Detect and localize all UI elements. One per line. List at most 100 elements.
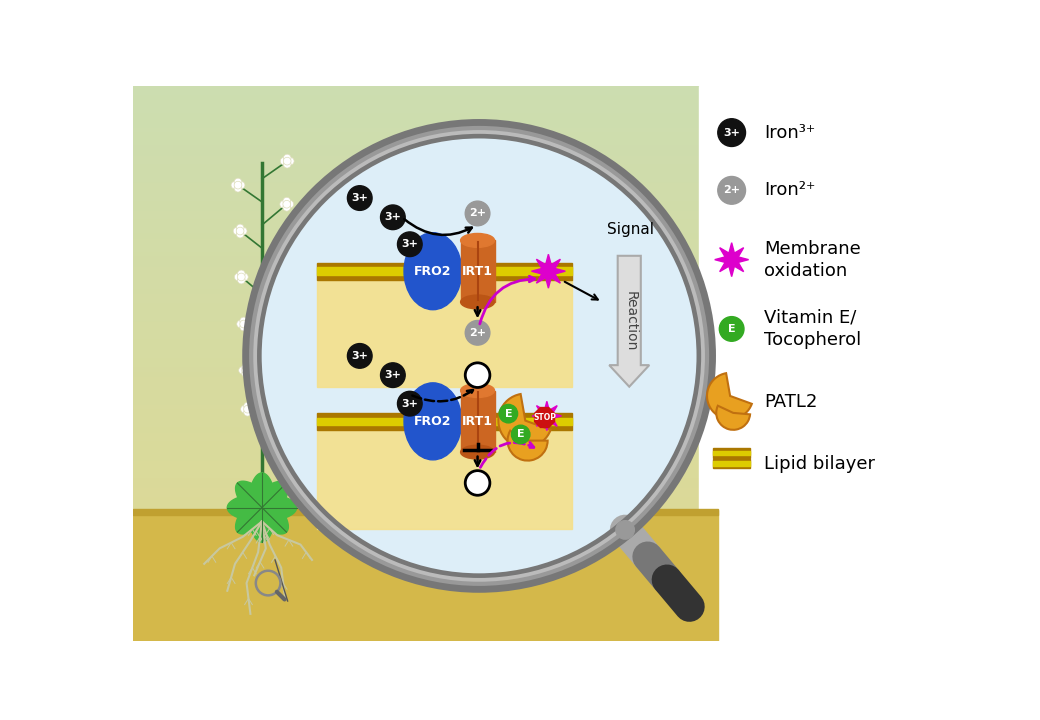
Bar [132,599,718,604]
Text: Iron²⁺: Iron²⁺ [764,181,815,199]
Bar [132,193,718,197]
Bar [132,312,718,318]
Bar [132,567,718,572]
Bar [132,604,718,608]
Text: 3+: 3+ [385,370,401,380]
Bar [132,595,718,599]
Bar [132,364,718,368]
Circle shape [283,200,290,208]
Circle shape [397,232,422,256]
Bar [132,530,718,534]
Circle shape [240,405,249,413]
Text: 3+: 3+ [352,351,368,361]
Bar [132,613,718,618]
Circle shape [277,339,284,347]
Circle shape [284,247,292,254]
Circle shape [271,386,280,394]
Text: FRO2: FRO2 [414,415,451,428]
Bar [713,462,750,466]
Bar [132,359,718,364]
Bar [132,419,718,423]
Circle shape [720,317,744,341]
Bar [132,299,718,304]
Bar [713,451,750,455]
Bar [132,446,718,451]
Circle shape [241,369,250,377]
Bar [132,511,718,516]
Circle shape [465,363,490,387]
Text: 3+: 3+ [352,193,368,203]
Bar [132,234,718,239]
Polygon shape [262,473,276,542]
Bar [461,240,494,302]
Text: 2+: 2+ [469,328,486,338]
Bar [132,373,718,377]
Circle shape [234,184,242,192]
Polygon shape [714,243,749,276]
Bar [132,114,718,119]
Bar [132,86,718,91]
Circle shape [283,161,291,168]
Bar [132,562,718,567]
Bar [132,581,718,585]
Text: Iron³⁺: Iron³⁺ [764,124,815,142]
Bar [132,456,718,461]
Polygon shape [531,254,566,288]
Polygon shape [228,508,296,521]
Circle shape [239,228,248,235]
Text: FRO2: FRO2 [414,265,451,278]
Circle shape [237,270,245,278]
Bar [132,174,718,179]
Text: E: E [504,409,512,418]
Bar [132,423,718,428]
Wedge shape [707,373,752,419]
Circle shape [718,176,746,204]
Bar [132,368,718,373]
Bar [132,266,718,271]
Text: Signal: Signal [607,222,654,237]
Bar [132,100,718,105]
Bar [132,572,718,576]
Circle shape [616,521,634,539]
Bar [132,132,718,138]
Bar [132,521,718,526]
Bar [132,239,718,243]
Bar [132,128,718,132]
Circle shape [274,339,281,347]
Text: E: E [517,429,524,439]
Bar [132,336,718,341]
Bar [132,622,718,627]
Bar [132,400,718,405]
Bar [132,557,718,562]
Ellipse shape [404,383,462,460]
Circle shape [237,181,245,189]
Text: 3+: 3+ [401,399,418,409]
Text: 3+: 3+ [723,127,740,138]
Text: Vitamin E/
Tocopherol: Vitamin E/ Tocopherol [764,309,861,349]
Circle shape [277,336,284,343]
Polygon shape [532,401,562,431]
Bar [132,169,718,174]
Bar [132,507,718,511]
Bar [132,109,718,114]
Text: Lipid bilayer: Lipid bilayer [764,455,875,473]
Circle shape [234,178,242,186]
Bar [132,308,718,312]
Bar [132,345,718,350]
Wedge shape [717,406,750,430]
Circle shape [281,250,289,258]
Bar [132,549,718,553]
Circle shape [280,157,288,165]
Text: 3+: 3+ [385,212,401,222]
Bar [132,534,718,539]
Bar [132,276,718,280]
Bar [132,503,718,507]
Bar [132,271,718,276]
Circle shape [237,320,244,328]
Circle shape [237,276,245,284]
Circle shape [277,342,284,350]
Bar [132,428,718,433]
Circle shape [241,366,250,374]
Bar [132,474,718,479]
Circle shape [512,426,530,444]
